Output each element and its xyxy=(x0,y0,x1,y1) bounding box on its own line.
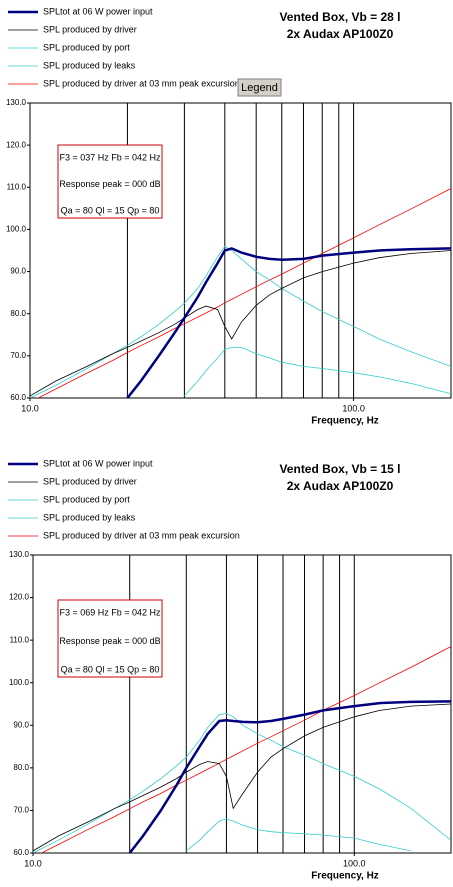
legend-label: SPL produced by port xyxy=(43,494,130,504)
x-tick-label: 10.0 xyxy=(24,858,42,868)
x-tick-label: 100.0 xyxy=(343,858,366,868)
y-tick-label: 100.0 xyxy=(6,225,27,234)
annotation-text: F3 = 069 Hz Fb = 042 Hz xyxy=(59,607,161,617)
series-line xyxy=(186,818,411,852)
x-axis-label: Frequency, Hz xyxy=(311,416,379,427)
chart-title: Vented Box, Vb = 28 l xyxy=(279,10,400,24)
y-tick-label: 130.0 xyxy=(6,98,27,107)
legend-label: SPLtot at 06 W power input xyxy=(43,458,153,468)
y-tick-label: 100.0 xyxy=(9,678,30,687)
series-line xyxy=(37,188,451,398)
legend-label: SPL produced by port xyxy=(43,42,130,52)
x-tick-label: 10.0 xyxy=(21,403,39,413)
series-line xyxy=(33,703,451,852)
series-line xyxy=(40,646,451,853)
chart: SPLtot at 06 W power input SPL produced b… xyxy=(6,6,452,427)
y-tick-label: 80.0 xyxy=(13,763,29,772)
chart: SPLtot at 06 W power input SPL produced b… xyxy=(8,458,452,882)
y-tick-label: 130.0 xyxy=(9,550,30,559)
y-tick-label: 110.0 xyxy=(7,182,27,191)
annotation-text: Qa = 80 Ql = 15 Qp = 80 xyxy=(61,664,160,674)
series-line xyxy=(30,245,451,398)
y-tick-label: 60.0 xyxy=(13,848,29,857)
series-line xyxy=(128,700,451,853)
chart-title: Vented Box, Vb = 15 l xyxy=(279,462,400,476)
annotation-text: Qa = 80 Ql = 15 Qp = 80 xyxy=(61,205,160,215)
y-tick-label: 70.0 xyxy=(10,351,26,360)
annotation-box xyxy=(57,144,163,219)
series-line xyxy=(33,712,451,853)
x-tick-label: 100.0 xyxy=(342,403,365,413)
x-axis-label: Frequency, Hz xyxy=(311,871,379,882)
chart-title: 2x Audax AP100Z0 xyxy=(287,479,394,493)
chart-title: 2x Audax AP100Z0 xyxy=(287,27,394,41)
legend-label: SPL produced by driver xyxy=(43,24,137,34)
y-tick-label: 110.0 xyxy=(10,635,30,644)
annotation-box xyxy=(57,599,163,678)
legend-button[interactable]: Legend xyxy=(237,78,282,97)
legend-label: SPLtot at 06 W power input xyxy=(43,6,153,16)
y-tick-label: 90.0 xyxy=(13,720,29,729)
legend-label: SPL produced by driver at 03 mm peak exc… xyxy=(43,78,240,88)
y-tick-label: 120.0 xyxy=(9,593,30,602)
y-tick-label: 70.0 xyxy=(13,806,29,815)
legend-button-label[interactable]: Legend xyxy=(241,82,278,94)
series-line xyxy=(126,247,451,398)
legend-label: SPL produced by driver xyxy=(43,476,137,486)
annotation-text: Response peak = 000 dB xyxy=(59,179,160,189)
series-line xyxy=(30,250,451,397)
annotation-text: F3 = 037 Hz Fb = 042 Hz xyxy=(59,152,161,162)
legend-label: SPL produced by leaks xyxy=(43,512,136,522)
legend-label: SPL produced by leaks xyxy=(43,60,136,70)
y-tick-label: 60.0 xyxy=(10,393,26,402)
annotation-text: Response peak = 000 dB xyxy=(59,636,160,646)
y-tick-label: 120.0 xyxy=(6,140,27,149)
series-line xyxy=(184,347,451,397)
y-tick-label: 80.0 xyxy=(10,309,26,318)
y-tick-label: 90.0 xyxy=(10,267,26,276)
legend-label: SPL produced by driver at 03 mm peak exc… xyxy=(43,530,240,540)
legend-button-face xyxy=(237,78,282,97)
